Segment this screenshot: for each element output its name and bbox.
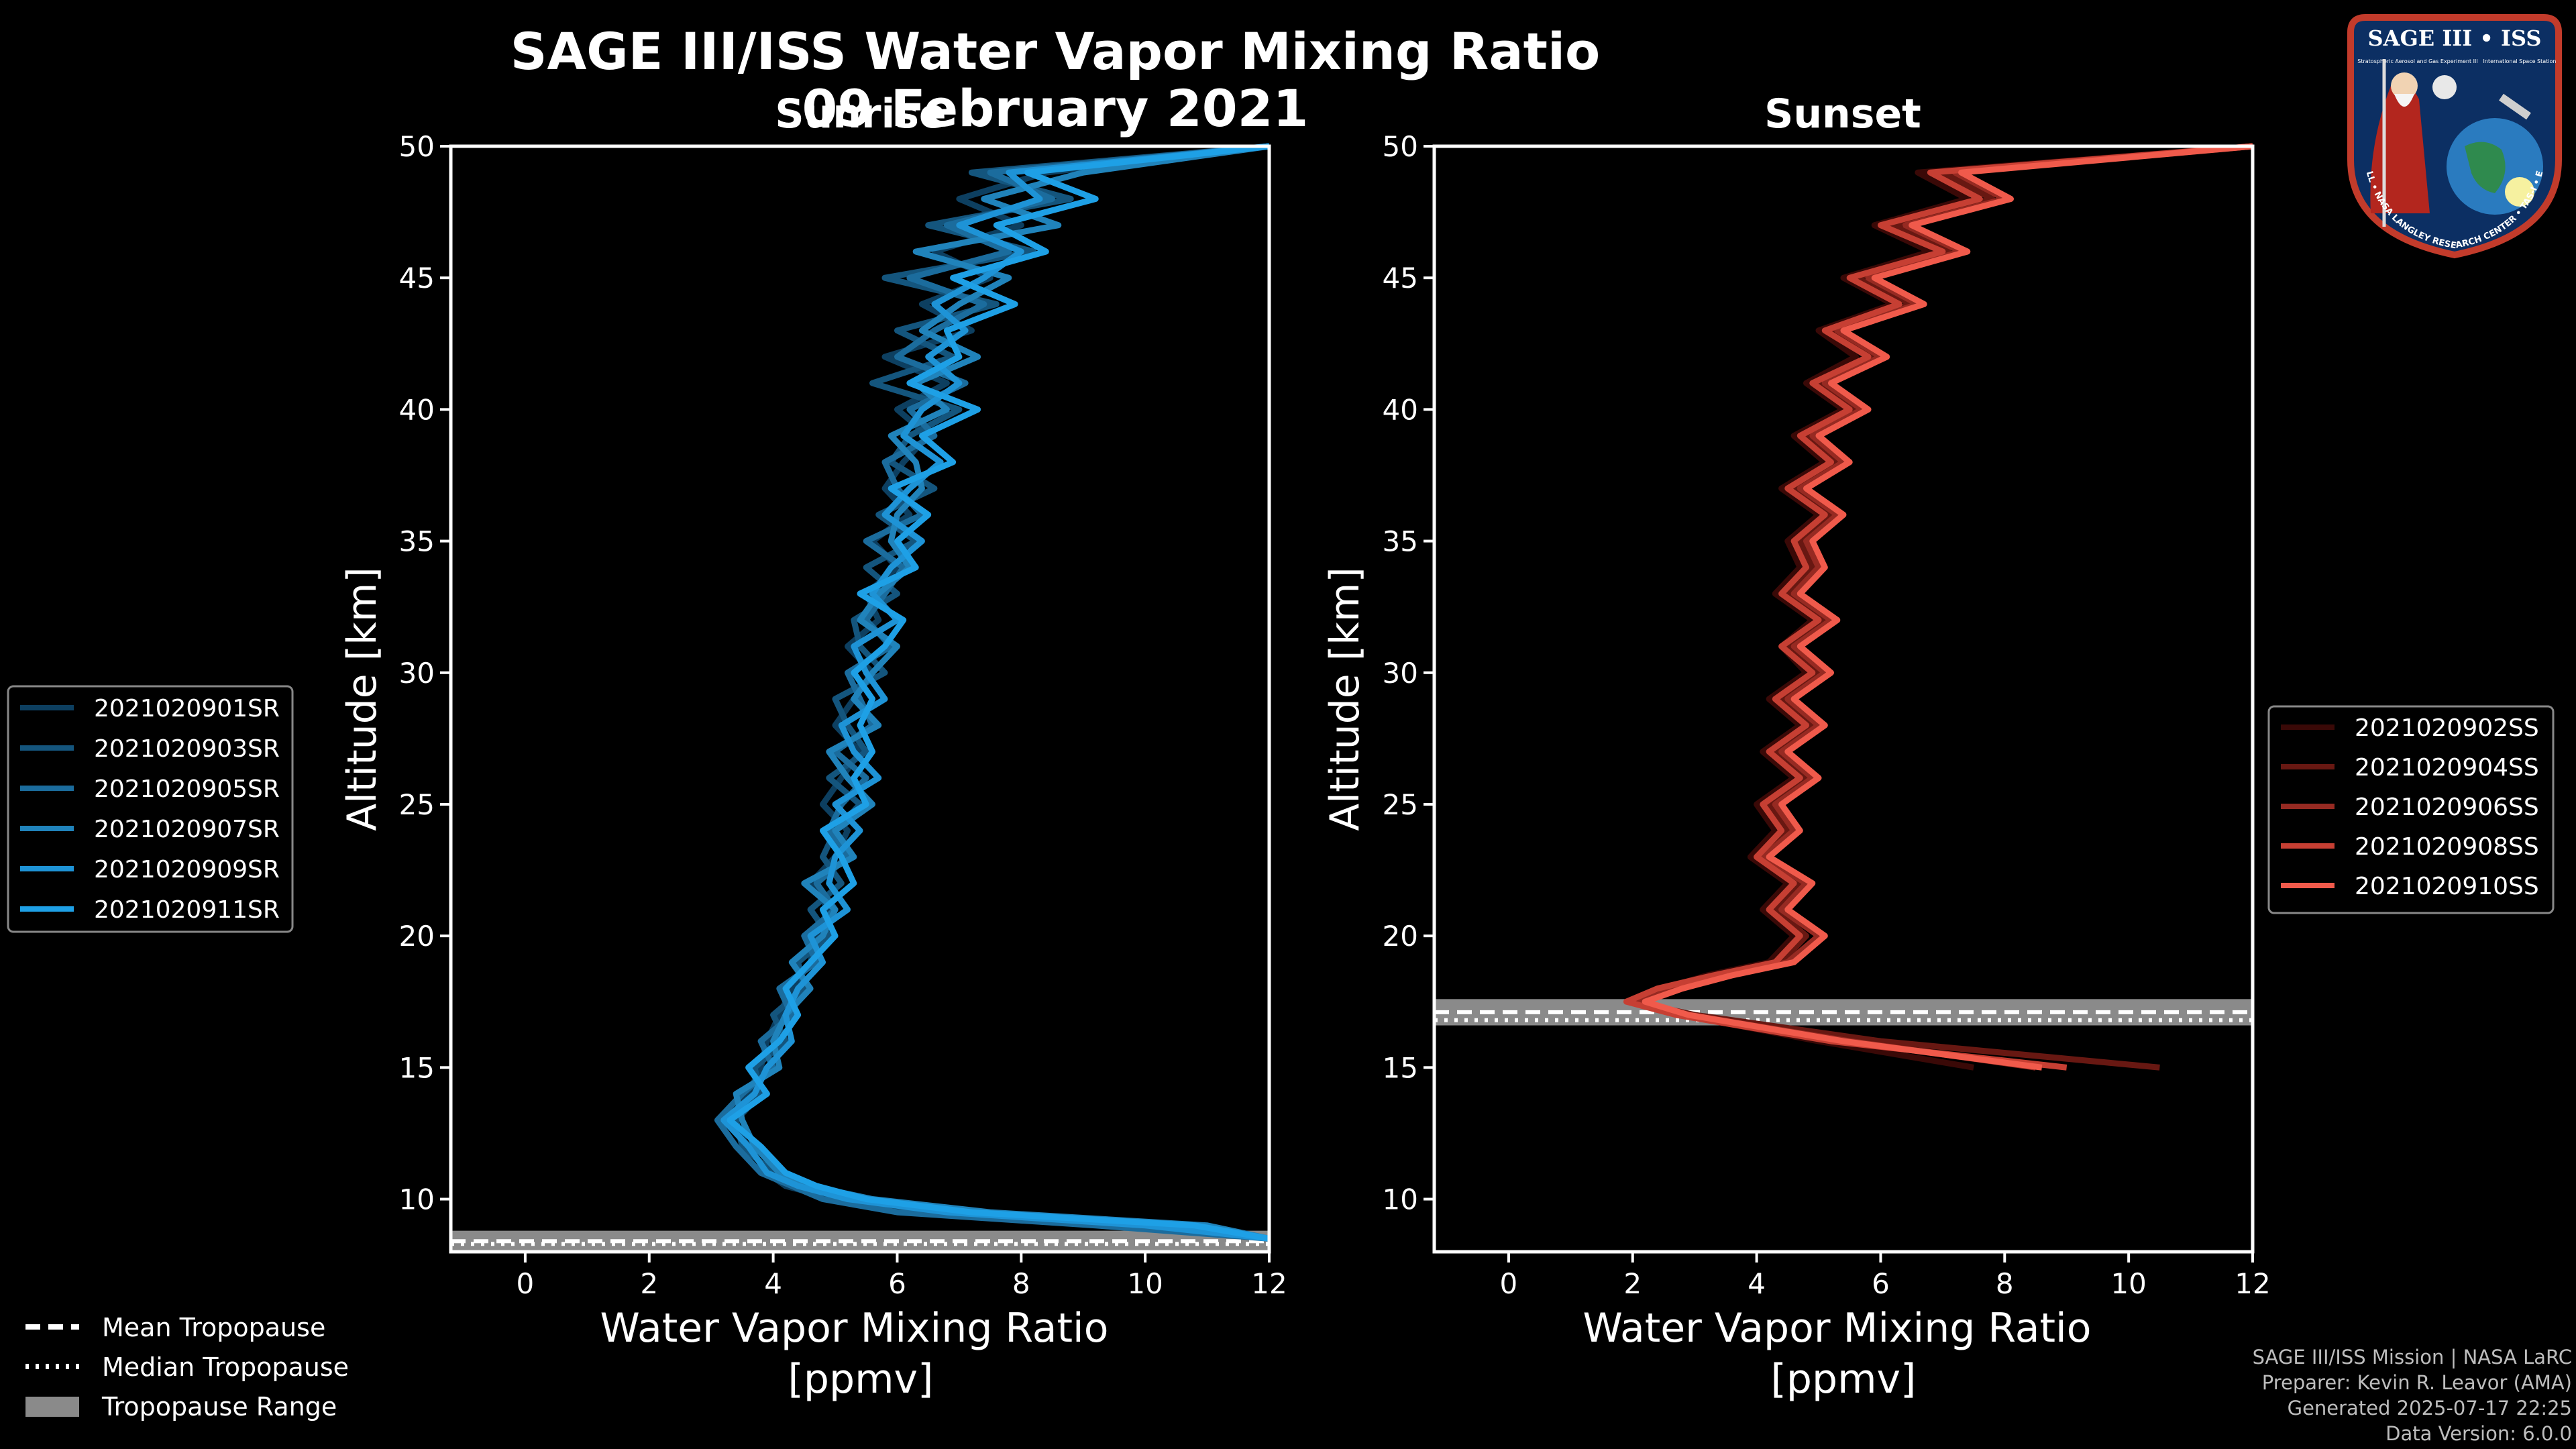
series-line-2021020911SR — [727, 143, 1270, 1242]
sunrise-ytick-label-25: 25 — [399, 788, 435, 821]
sunset-panel-title: Sunset — [1764, 91, 1921, 138]
sunrise-ytick-label-45: 45 — [399, 262, 435, 294]
sunset-ytick-label-20: 20 — [1383, 920, 1418, 953]
tropopause-range-label: Tropopause Range — [101, 1392, 337, 1421]
sunset-xlabel: Water Vapor Mixing Ratio [ppmv] — [1582, 1305, 2104, 1403]
sunset-legend-label-2021020910SS: 2021020910SS — [2355, 873, 2539, 900]
sunrise-ytick-label-15: 15 — [399, 1051, 435, 1084]
series-line-2021020902SS — [1642, 143, 2253, 1071]
sunset-ytick-label-25: 25 — [1383, 788, 1418, 821]
sunset-ytick-label-30: 30 — [1383, 657, 1418, 690]
sunset-legend-box — [2267, 705, 2555, 914]
sunset-legend-label-2021020906SS: 2021020906SS — [2355, 794, 2539, 821]
sunrise-ytick-label-10: 10 — [399, 1183, 435, 1216]
tropopause-legend: Mean Tropopause Median Tropopause Tropop… — [25, 1313, 349, 1421]
sunrise-xlabel: Water Vapor Mixing Ratio [ppmv] — [600, 1305, 1121, 1403]
series-line-2021020906SS — [1635, 143, 2253, 1071]
sunrise-xtick-label-0: 0 — [517, 1267, 535, 1300]
sunrise-legend: 2021020901SR 2021020903SR 2021020905SR 2021… — [7, 685, 294, 933]
sunset-axes-frame — [1432, 144, 2255, 1254]
sunrise-ytick-label-30: 30 — [399, 657, 435, 690]
sunset-legend-label-2021020902SS: 2021020902SS — [2355, 714, 2539, 742]
figure-beard-icon — [2394, 94, 2414, 107]
sunset-ytick-label-15: 15 — [1383, 1051, 1418, 1084]
credits-generated: Generated 2025-07-17 22:25 — [2287, 1397, 2572, 1419]
figure-head-icon — [2391, 72, 2418, 99]
sunrise-axis-ticks: 0 2 4 6 8 10 12 10 15 20 25 30 35 40 45 50 — [399, 130, 1287, 1300]
sunrise-xtick-label-12: 12 — [1251, 1267, 1287, 1300]
logo-station: International Space Station — [2483, 58, 2557, 64]
credits-block: SAGE III/ISS Mission | NASA LaRC Prepare… — [2253, 1344, 2572, 1446]
sunrise-legend-label-2021020903SR: 2021020903SR — [94, 735, 280, 763]
sunrise-ylabel: Altitude [km] — [339, 567, 386, 831]
sunrise-tropopause-layer — [451, 1230, 1269, 1252]
sunset-xlabel-line2: [ppmv] — [1771, 1356, 1917, 1403]
sunrise-xlabel-line1: Water Vapor Mixing Ratio — [600, 1305, 1108, 1352]
sunset-xtick-label-6: 6 — [1872, 1267, 1890, 1300]
sunset-legend-label-2021020904SS: 2021020904SS — [2355, 754, 2539, 782]
sunrise-xlabel-line2: [ppmv] — [788, 1356, 934, 1403]
sunrise-ytick-label-50: 50 — [399, 130, 435, 163]
sunset-xtick-label-12: 12 — [2235, 1267, 2270, 1300]
sunset-ylabel: Altitude [km] — [1322, 567, 1368, 831]
sunrise-ytick-label-35: 35 — [399, 525, 435, 558]
sunrise-xtick-label-6: 6 — [888, 1267, 906, 1300]
sun-icon — [2505, 177, 2534, 207]
sunset-tropopause-range — [1434, 999, 2253, 1026]
sunset-xlabel-line1: Water Vapor Mixing Ratio — [1582, 1305, 2091, 1352]
credits-mission: SAGE III/ISS Mission | NASA LaRC — [2252, 1346, 2572, 1368]
sunrise-legend-label-2021020907SR: 2021020907SR — [94, 816, 280, 843]
sunrise-legend-box — [7, 685, 294, 933]
credits-version: Data Version: 6.0.0 — [2385, 1422, 2572, 1445]
tropopause-range-swatch — [25, 1397, 79, 1417]
sunrise-panel-title: Sunrise — [775, 91, 946, 138]
sunset-ytick-label-10: 10 — [1383, 1183, 1418, 1216]
sage-mission-logo: SAGE III • ISS Stratospheric Aerosol and… — [2344, 12, 2562, 259]
sunrise-panel: 0 2 4 6 8 10 12 10 15 20 25 30 35 40 45 50 Water Vapor … — [339, 130, 1287, 1403]
sunrise-legend-label-2021020905SR: 2021020905SR — [94, 775, 280, 803]
logo-title: SAGE III • ISS — [2368, 25, 2542, 51]
figure-date: 09 February 2021 — [802, 78, 1309, 138]
sunrise-ytick-label-40: 40 — [399, 393, 435, 426]
iss-icon — [2499, 93, 2531, 120]
sunset-ytick-label-35: 35 — [1383, 525, 1418, 558]
sunset-xtick-label-4: 4 — [1748, 1267, 1766, 1300]
sunset-xtick-label-2: 2 — [1623, 1267, 1642, 1300]
mean-tropopause-label: Mean Tropopause — [102, 1313, 325, 1342]
logo-subtitle: Stratospheric Aerosol and Gas Experiment… — [2357, 58, 2477, 64]
sunrise-legend-label-2021020901SR: 2021020901SR — [94, 695, 280, 722]
sunset-profile-lines — [1623, 143, 2253, 1071]
sunset-ytick-label-50: 50 — [1383, 130, 1418, 163]
continent-shape — [2465, 142, 2506, 193]
sunset-legend-label-2021020908SS: 2021020908SS — [2355, 833, 2539, 861]
series-line-2021020910SS — [1642, 143, 2253, 1071]
median-tropopause-label: Median Tropopause — [102, 1352, 349, 1382]
sunrise-xtick-label-4: 4 — [764, 1267, 782, 1300]
sunset-ytick-label-40: 40 — [1383, 393, 1418, 426]
sunset-panel: 0 2 4 6 8 10 12 10 15 20 25 30 35 40 45 50 Water Vapor … — [1322, 130, 2271, 1403]
logo-banner — [2359, 23, 2551, 51]
sunrise-tropopause-range — [451, 1230, 1269, 1252]
sunrise-legend-label-2021020911SR: 2021020911SR — [94, 896, 280, 924]
sunset-xtick-label-8: 8 — [1996, 1267, 2014, 1300]
sunset-ytick-label-45: 45 — [1383, 262, 1418, 294]
series-line-2021020904SS — [1629, 143, 2253, 1071]
sunset-xtick-label-0: 0 — [1500, 1267, 1518, 1300]
sunset-xtick-label-10: 10 — [2110, 1267, 2146, 1300]
sunrise-axes-frame — [449, 144, 1271, 1254]
sunrise-legend-label-2021020909SR: 2021020909SR — [94, 856, 280, 883]
sunrise-ytick-label-20: 20 — [399, 920, 435, 953]
sunset-axis-ticks: 0 2 4 6 8 10 12 10 15 20 25 30 35 40 45 50 — [1383, 130, 2271, 1300]
credits-preparer: Preparer: Kevin R. Leavor (AMA) — [2261, 1371, 2572, 1394]
sunrise-profile-lines — [714, 143, 1270, 1242]
sunset-legend: 2021020902SS 2021020904SS 2021020906SS 2021… — [2267, 705, 2555, 914]
sunrise-xtick-label-2: 2 — [640, 1267, 658, 1300]
figure-title: SAGE III/ISS Water Vapor Mixing Ratio — [511, 21, 1601, 81]
series-line-2021020908SS — [1623, 143, 2253, 1071]
sunset-tropopause-layer — [1434, 999, 2253, 1026]
sunrise-xtick-label-8: 8 — [1012, 1267, 1030, 1300]
sunrise-xtick-label-10: 10 — [1127, 1267, 1163, 1300]
moon-icon — [2432, 75, 2457, 99]
